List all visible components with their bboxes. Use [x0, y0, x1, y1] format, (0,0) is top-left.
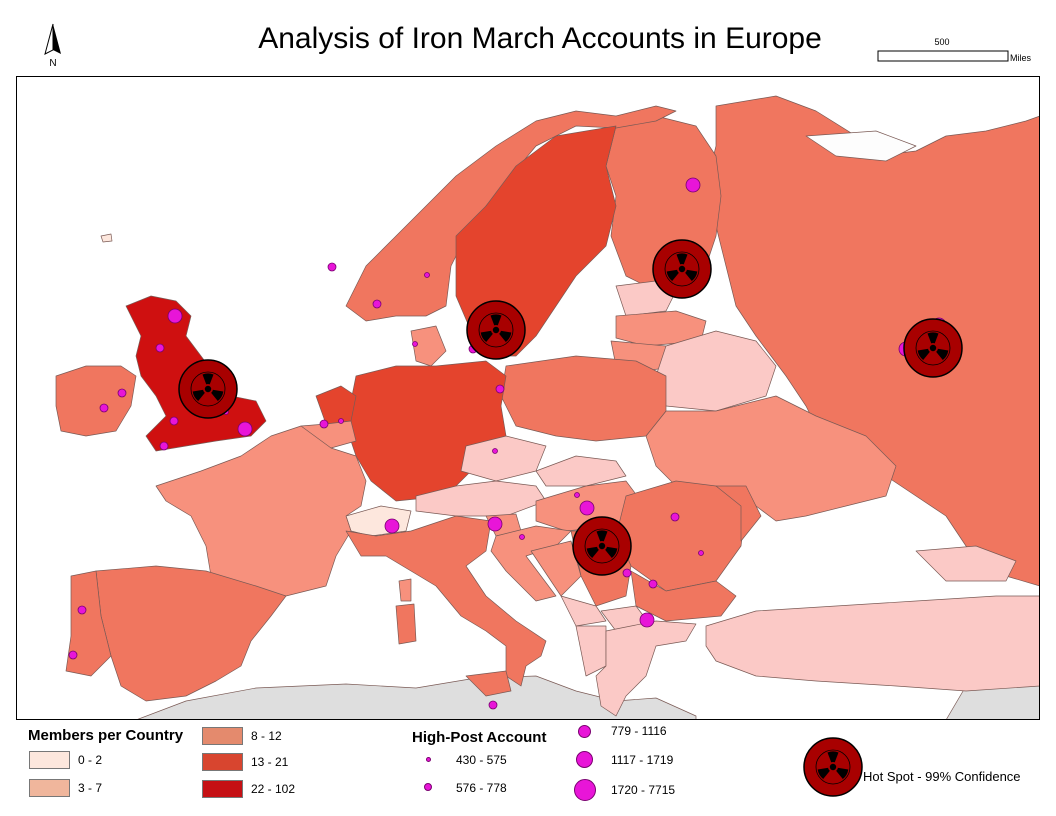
country-sicily: [465, 670, 512, 697]
account-dot: [155, 343, 165, 353]
country-netherlands: [315, 385, 357, 425]
country-norway: [345, 105, 677, 322]
hotspot-united-kingdom: [178, 359, 238, 419]
legend-swatch-8-12: [202, 727, 243, 745]
account-dot: [622, 568, 632, 578]
legend-swatch-0-2: [29, 751, 70, 769]
legend-dot-779-1116: [578, 725, 591, 738]
account-dot: [670, 512, 680, 522]
country-portugal: [65, 570, 112, 677]
account-dot: [648, 579, 658, 589]
map-title: Analysis of Iron March Accounts in Europ…: [258, 22, 822, 55]
account-dot: [519, 534, 525, 540]
country-moldova: [715, 485, 762, 542]
account-dot: [495, 384, 505, 394]
account-dot: [492, 448, 498, 454]
country-ireland: [55, 365, 137, 437]
legend-dot-1720-7715: [574, 779, 596, 801]
country-montenegro-kosovo: [560, 595, 607, 627]
legend-label-779-1116: 779 - 1116: [611, 724, 667, 738]
legend-swatch-22-102: [202, 780, 243, 798]
hotspot-serbia: [572, 516, 632, 576]
legend-swatch-13-21: [202, 753, 243, 771]
account-dot: [424, 272, 430, 278]
account-dot: [327, 262, 337, 272]
account-dot: [117, 388, 127, 398]
account-dot: [487, 516, 503, 532]
account-dot: [99, 403, 109, 413]
region-faroe: [100, 233, 113, 243]
account-dot: [77, 605, 87, 615]
account-dot: [68, 650, 78, 660]
scale-bar-unit: Miles: [1010, 53, 1032, 63]
region-north-africa: [135, 675, 697, 720]
account-dot: [579, 500, 595, 516]
legend-label-8-12: 8 - 12: [251, 729, 282, 743]
account-dot: [384, 518, 400, 534]
legend-label-1720-7715: 1720 - 7715: [611, 783, 676, 797]
legend-hotspot-label: Hot Spot - 99% Confidence: [863, 769, 1021, 784]
hotspot-st-petersburg: [652, 239, 712, 299]
legend-members-title: Members per Country: [28, 727, 184, 744]
legend-label-0-2: 0 - 2: [78, 753, 103, 767]
account-dot: [169, 416, 179, 426]
country-croatia: [490, 525, 572, 602]
country-france: [155, 425, 367, 597]
north-arrow-label: N: [49, 58, 56, 68]
account-dot: [574, 492, 580, 498]
legend-swatch-3-7: [29, 779, 70, 797]
country-poland: [500, 355, 667, 442]
region-russia-islands: [805, 130, 917, 162]
account-dot: [167, 308, 183, 324]
europe-map: [16, 76, 1040, 720]
country-denmark: [410, 325, 447, 367]
account-dot: [639, 612, 655, 628]
country-sardinia: [395, 603, 417, 645]
country-corsica: [398, 578, 412, 602]
scale-bar-distance: 500: [934, 37, 949, 47]
account-dot: [685, 177, 701, 193]
legend-label-576-778: 576 - 778: [456, 781, 507, 795]
legend-dot-1117-1719: [576, 751, 593, 768]
legend-label-1117-1719: 1117 - 1719: [611, 753, 674, 767]
legend-hotspot-icon: [803, 737, 863, 797]
country-italy: [345, 515, 547, 687]
legend-label-430-575: 430 - 575: [456, 753, 507, 767]
country-greece: [595, 620, 697, 717]
country-slovakia: [535, 455, 627, 487]
account-dot: [488, 700, 498, 710]
north-arrow-icon: N: [44, 23, 61, 68]
hotspot-sweden: [466, 300, 526, 360]
account-dot: [338, 418, 344, 424]
account-dot: [159, 441, 169, 451]
legend-dot-430-575: [426, 757, 431, 762]
hotspot-moscow: [903, 318, 963, 378]
account-dot: [319, 419, 329, 429]
account-dot: [237, 421, 253, 437]
legend-dot-576-778: [424, 783, 432, 791]
account-dot: [372, 299, 382, 309]
account-dot: [698, 550, 704, 556]
legend-label-3-7: 3 - 7: [78, 781, 103, 795]
legend-label-22-102: 22 - 102: [251, 782, 296, 796]
legend-label-13-21: 13 - 21: [251, 755, 289, 769]
country-bulgaria: [630, 570, 737, 622]
country-georgia: [915, 545, 1017, 582]
country-spain: [95, 565, 287, 702]
country-turkey: [705, 595, 1040, 692]
account-dot: [412, 341, 418, 347]
scale-bar: 500 Miles: [877, 37, 1032, 63]
legend-accounts-title: High-Post Account: [412, 729, 547, 746]
